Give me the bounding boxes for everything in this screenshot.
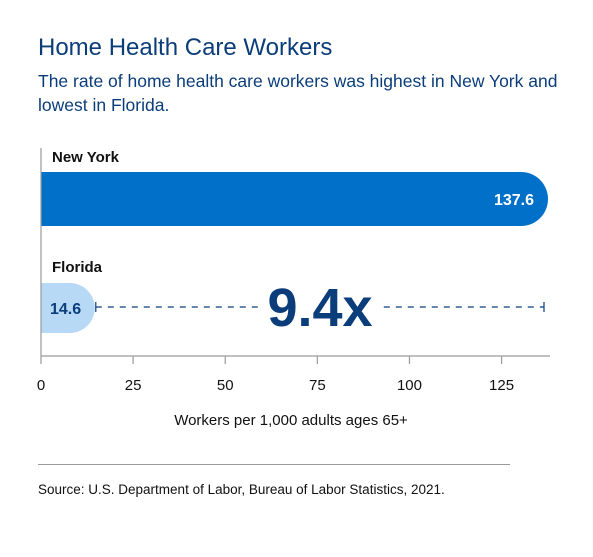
bar-florida <box>41 283 95 333</box>
x-axis-label: Workers per 1,000 adults ages 65+ <box>174 412 408 429</box>
source-note: Source: U.S. Department of Labor, Bureau… <box>38 482 445 497</box>
x-tick-label: 100 <box>397 377 422 394</box>
category-label-new-york: New York <box>52 149 120 166</box>
chart-title: Home Health Care Workers <box>38 34 333 61</box>
x-tick-label: 0 <box>37 377 45 394</box>
annotation-backing <box>258 279 382 331</box>
x-tick-label: 25 <box>125 377 142 394</box>
ratio-annotation: 9.4x <box>267 278 372 338</box>
x-tick-label: 75 <box>309 377 326 394</box>
bar-new-york <box>41 172 548 226</box>
x-tick-label: 125 <box>489 377 514 394</box>
footer-divider <box>38 464 510 465</box>
value-label-new-york: 137.6 <box>494 192 534 209</box>
category-label-florida: Florida <box>52 259 103 276</box>
x-tick-label: 50 <box>217 377 234 394</box>
value-label-florida: 14.6 <box>50 301 81 318</box>
chart-subtitle: The rate of home health care workers was… <box>38 71 558 115</box>
bar-chart: New York 137.6 Florida 14.6 9.4x 0 25 50 75 100 12… <box>37 148 550 429</box>
